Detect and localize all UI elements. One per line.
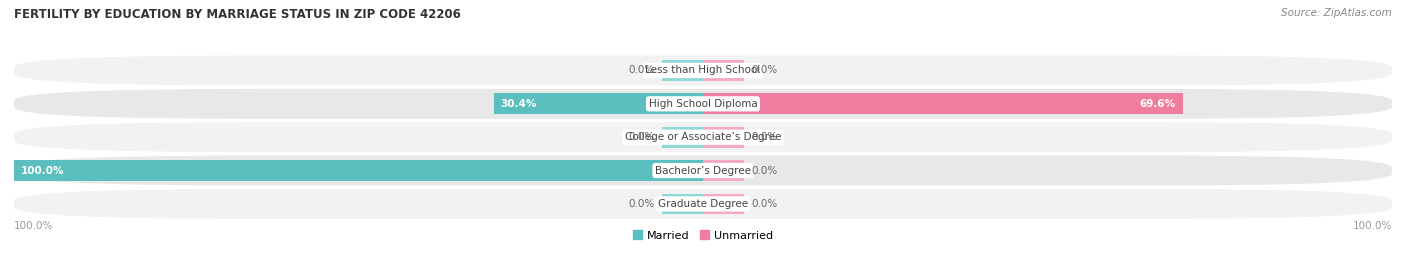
Bar bbox=[703, 127, 744, 147]
FancyBboxPatch shape bbox=[14, 189, 1392, 219]
Text: 100.0%: 100.0% bbox=[1353, 221, 1392, 231]
FancyBboxPatch shape bbox=[14, 155, 1392, 186]
Text: 0.0%: 0.0% bbox=[751, 165, 778, 176]
Bar bbox=[703, 60, 744, 81]
FancyBboxPatch shape bbox=[14, 89, 1392, 119]
Text: Less than High School: Less than High School bbox=[645, 65, 761, 76]
Text: 0.0%: 0.0% bbox=[751, 199, 778, 209]
Legend: Married, Unmarried: Married, Unmarried bbox=[628, 226, 778, 245]
FancyBboxPatch shape bbox=[14, 122, 1392, 152]
Bar bbox=[703, 94, 1182, 114]
Bar bbox=[703, 194, 744, 214]
Text: 0.0%: 0.0% bbox=[628, 65, 655, 76]
Text: Graduate Degree: Graduate Degree bbox=[658, 199, 748, 209]
Bar bbox=[662, 60, 703, 81]
Text: High School Diploma: High School Diploma bbox=[648, 99, 758, 109]
Text: Source: ZipAtlas.com: Source: ZipAtlas.com bbox=[1281, 8, 1392, 18]
Text: 0.0%: 0.0% bbox=[628, 199, 655, 209]
FancyBboxPatch shape bbox=[14, 55, 1392, 86]
Text: College or Associate’s Degree: College or Associate’s Degree bbox=[624, 132, 782, 142]
Bar bbox=[662, 194, 703, 214]
Text: 100.0%: 100.0% bbox=[14, 221, 53, 231]
Text: 100.0%: 100.0% bbox=[21, 165, 65, 176]
Text: 30.4%: 30.4% bbox=[501, 99, 537, 109]
Bar bbox=[494, 94, 703, 114]
Text: 0.0%: 0.0% bbox=[628, 132, 655, 142]
Text: FERTILITY BY EDUCATION BY MARRIAGE STATUS IN ZIP CODE 42206: FERTILITY BY EDUCATION BY MARRIAGE STATU… bbox=[14, 8, 461, 21]
Bar bbox=[662, 127, 703, 147]
Bar bbox=[703, 160, 744, 181]
Text: 69.6%: 69.6% bbox=[1139, 99, 1175, 109]
Text: 0.0%: 0.0% bbox=[751, 132, 778, 142]
Text: 0.0%: 0.0% bbox=[751, 65, 778, 76]
Text: Bachelor’s Degree: Bachelor’s Degree bbox=[655, 165, 751, 176]
Bar bbox=[14, 160, 703, 181]
